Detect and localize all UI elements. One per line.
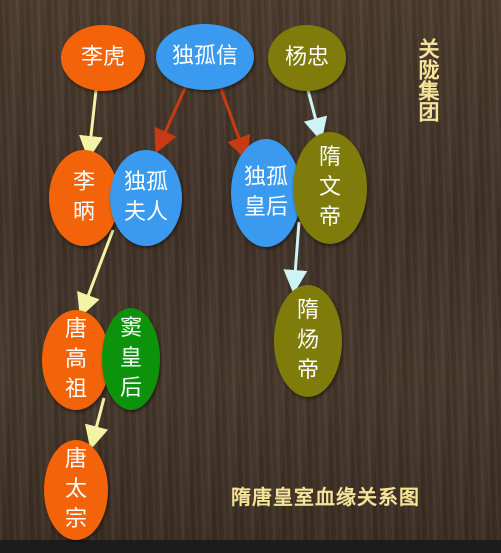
arrow-tanggaozu-tangtaizong — [84, 397, 109, 450]
diagram-caption: 隋唐皇室血缘关系图 — [231, 485, 420, 509]
node-dugu-xin: 独孤信 — [156, 24, 254, 90]
node-li-bing-label: 李 昞 — [72, 170, 95, 225]
node-li-hu: 李虎 — [61, 25, 145, 91]
bottom-bar — [0, 540, 501, 553]
arrow-duguxin-duguhuanghou — [218, 85, 251, 161]
arrow-duguxin-dugufuren — [154, 85, 188, 154]
node-li-hu-label: 李虎 — [80, 45, 125, 70]
node-dugu-furen-label: 独孤 夫人 — [123, 170, 168, 225]
node-dugu-huanghou-label: 独孤 皇后 — [243, 165, 288, 220]
node-sui-wendi-label: 隋 文 帝 — [318, 145, 341, 230]
node-sui-wendi: 隋 文 帝 — [293, 132, 367, 244]
group-label: 关陇集团 — [416, 38, 441, 122]
node-dugu-xin-label: 独孤信 — [171, 44, 238, 69]
arrow-yangzhong-suiwendi — [303, 89, 328, 142]
arrows-layer — [77, 85, 328, 450]
node-dou-huanghou-label: 窦 皇 后 — [119, 316, 142, 401]
node-tang-gaozu-label: 唐 高 祖 — [64, 317, 87, 402]
node-sui-yangdi: 隋 炀 帝 — [274, 285, 342, 397]
node-dou-huanghou: 窦 皇 后 — [102, 308, 160, 410]
node-tang-taizong-label: 唐 太 宗 — [64, 447, 87, 532]
node-dugu-huanghou: 独孤 皇后 — [231, 139, 301, 247]
node-li-bing: 李 昞 — [49, 150, 119, 246]
node-sui-yangdi-label: 隋 炀 帝 — [296, 298, 319, 383]
arrow-libing-tanggaozu — [77, 229, 115, 318]
arrow-lihu-libing — [79, 89, 103, 160]
node-yang-zhong-label: 杨忠 — [284, 45, 329, 70]
arrow-suiwendi-suiyangdi — [283, 221, 308, 294]
node-dugu-furen: 独孤 夫人 — [110, 150, 182, 246]
node-yang-zhong: 杨忠 — [268, 25, 346, 91]
node-tang-taizong: 唐 太 宗 — [44, 440, 108, 540]
node-tang-gaozu: 唐 高 祖 — [42, 310, 110, 410]
